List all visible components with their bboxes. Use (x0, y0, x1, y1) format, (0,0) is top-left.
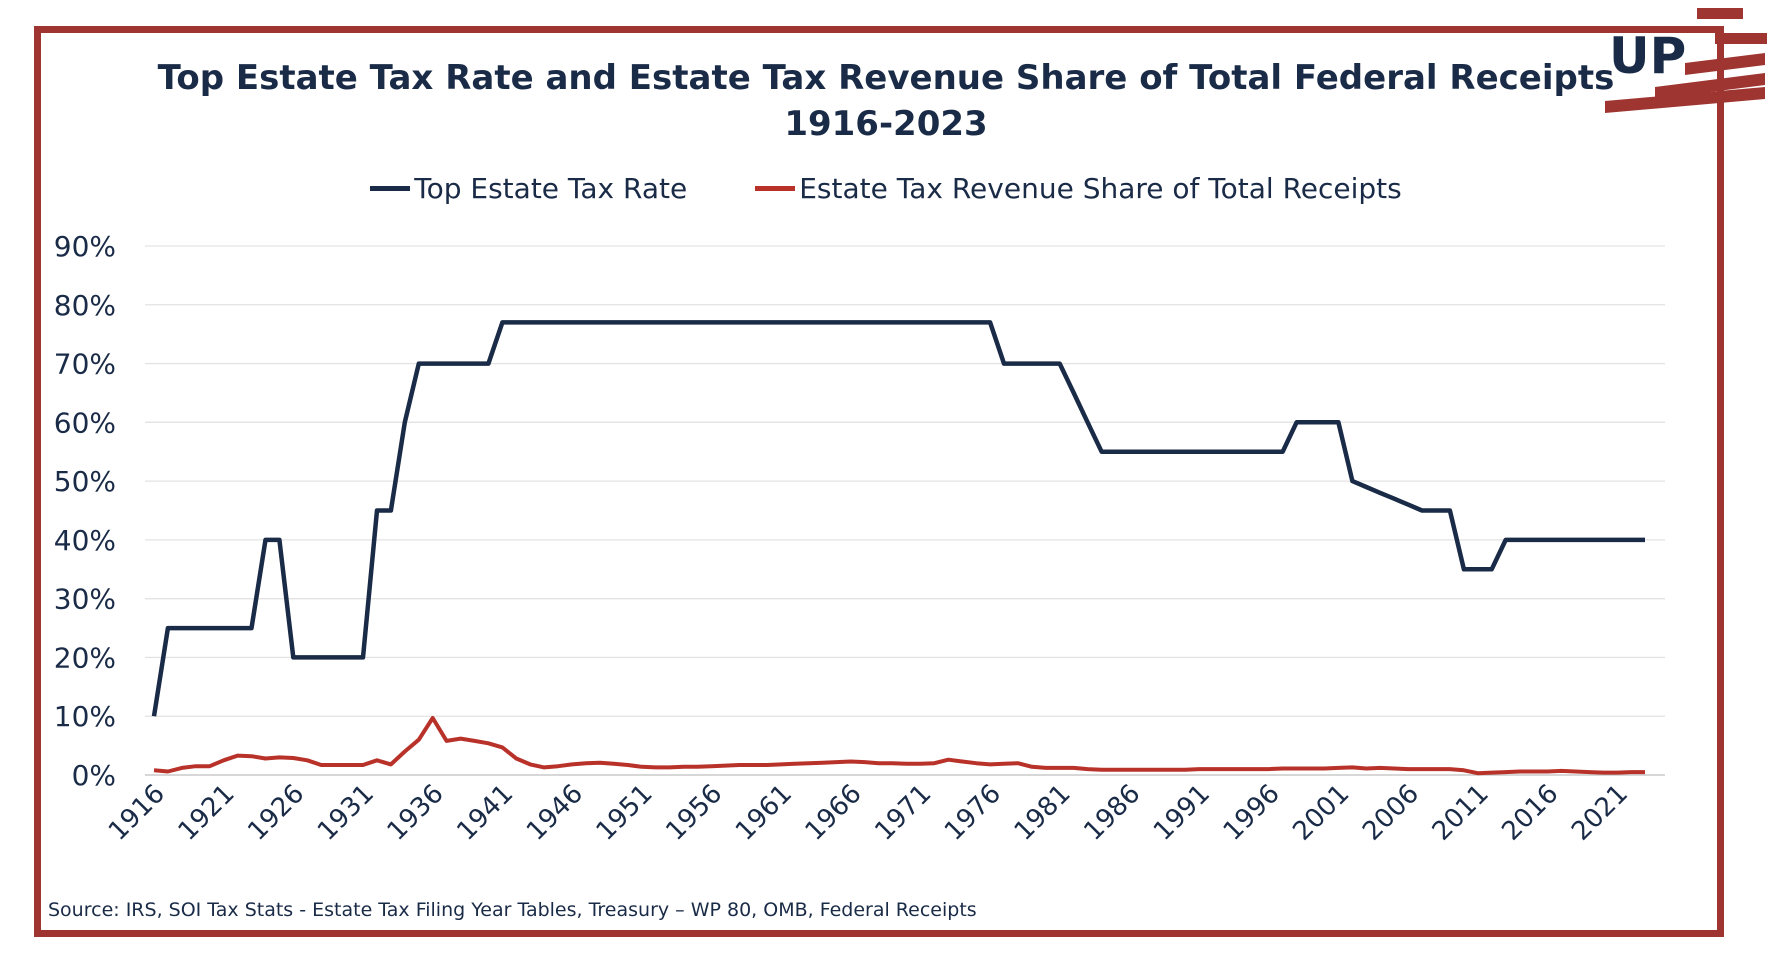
x-tick-label: 2006 (1357, 779, 1425, 847)
legend-item-rate: Top Estate Tax Rate (370, 172, 687, 205)
y-tick-label: 80% (54, 289, 116, 322)
series-line-top-estate-tax-rate (151, 320, 1645, 717)
x-tick-label: 1921 (173, 779, 241, 847)
y-tick-label: 90% (54, 230, 116, 263)
y-tick-label: 50% (54, 465, 116, 498)
series-line-revenue-share (153, 716, 1645, 776)
legend-swatch-rate (370, 186, 411, 191)
x-tick-label: 1966 (800, 779, 868, 847)
x-tick-label: 1981 (1009, 779, 1077, 847)
y-tick-label: 40% (54, 524, 116, 557)
chart-legend: Top Estate Tax Rate Estate Tax Revenue S… (0, 172, 1772, 205)
x-tick-label: 1986 (1078, 779, 1146, 847)
y-tick-label: 30% (54, 583, 116, 616)
legend-label-share: Estate Tax Revenue Share of Total Receip… (799, 172, 1402, 205)
y-tick-label: 60% (54, 406, 116, 439)
y-tick-label: 0% (72, 759, 116, 792)
chart-title: Top Estate Tax Rate and Estate Tax Reven… (157, 58, 1615, 98)
x-tick-label: 1926 (242, 779, 310, 847)
x-tick-label: 1996 (1218, 779, 1286, 847)
x-tick-label: 2011 (1427, 779, 1495, 847)
x-tick-label: 1991 (1148, 779, 1216, 847)
legend-label-rate: Top Estate Tax Rate (414, 172, 688, 205)
x-tick-label: 2001 (1287, 779, 1355, 847)
x-tick-label: 1961 (730, 779, 798, 847)
x-tick-label: 1976 (939, 779, 1007, 847)
x-tick-label: 1971 (869, 779, 937, 847)
legend-swatch-share (755, 186, 796, 191)
source-note: Source: IRS, SOI Tax Stats - Estate Tax … (48, 899, 977, 921)
y-tick-label: 20% (54, 641, 116, 674)
x-tick-label: 2016 (1496, 779, 1564, 847)
up-logo: UP (1605, 5, 1770, 123)
x-tick-label: 1931 (312, 779, 380, 847)
chart-subtitle: 1916-2023 (784, 104, 988, 144)
x-tick-label: 1956 (660, 779, 728, 847)
logo-stripe-5 (1605, 87, 1765, 113)
chart-frame (34, 26, 1724, 937)
logo-text: UP (1609, 27, 1686, 85)
x-tick-label: 1946 (521, 779, 589, 847)
x-tick-label: 2021 (1566, 779, 1634, 847)
up-logo-mark: UP (1605, 8, 1767, 113)
x-tick-label: 1941 (451, 779, 519, 847)
x-tick-label: 1951 (591, 779, 659, 847)
logo-stripe-2 (1715, 33, 1767, 44)
logo-stripe-3 (1685, 53, 1765, 75)
logo-stripe-1 (1697, 8, 1743, 19)
y-tick-label: 10% (54, 700, 116, 733)
legend-item-share: Estate Tax Revenue Share of Total Receip… (755, 172, 1402, 205)
logo-stripe-4 (1655, 73, 1765, 99)
y-tick-label: 70% (54, 348, 116, 381)
x-tick-label: 1936 (382, 779, 450, 847)
